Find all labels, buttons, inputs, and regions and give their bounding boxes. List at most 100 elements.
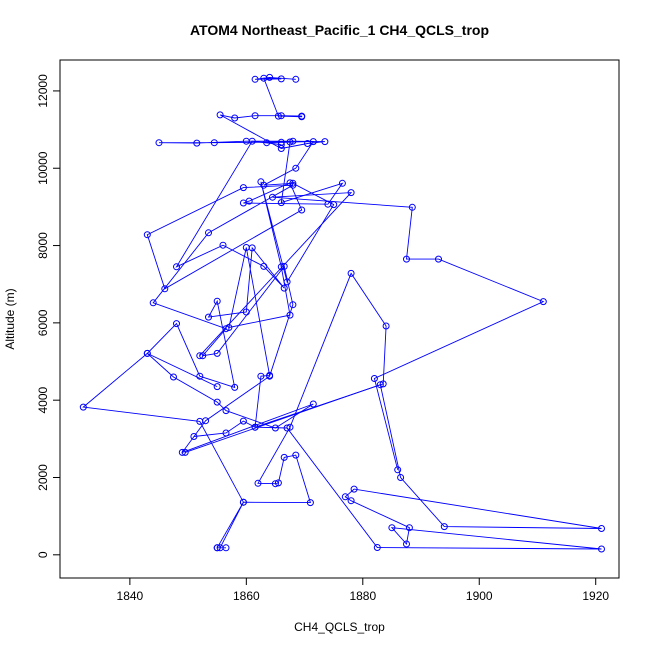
data-point (254, 479, 262, 487)
data-point (196, 417, 204, 425)
series-line-2 (146, 140, 387, 549)
data-point (205, 313, 212, 321)
x-tick-label: 1860 (233, 589, 260, 603)
data-point (248, 137, 256, 145)
data-point (280, 284, 288, 292)
data-point (280, 262, 288, 270)
data-point (289, 301, 297, 309)
data-point (173, 320, 180, 328)
data-point (248, 244, 256, 252)
data-point (251, 423, 259, 431)
plot-lines (82, 76, 602, 550)
data-point (373, 544, 381, 551)
data-point (260, 74, 268, 82)
series-line-1 (82, 76, 344, 549)
data-point (598, 525, 605, 532)
data-point (271, 480, 279, 488)
data-point (205, 229, 212, 237)
data-point (143, 231, 151, 239)
data-point (196, 372, 204, 380)
data-point (539, 298, 547, 306)
data-point (170, 373, 177, 381)
y-axis-label: Altitude (m) (3, 288, 17, 349)
data-point (178, 448, 186, 456)
data-point (239, 417, 247, 425)
data-point (298, 113, 306, 121)
data-point (239, 498, 247, 506)
data-point (277, 199, 285, 207)
data-point (292, 451, 300, 459)
data-point (283, 278, 291, 286)
data-point (347, 269, 355, 277)
data-point (376, 381, 384, 389)
data-point (210, 139, 218, 147)
data-point (298, 206, 306, 214)
data-point (277, 138, 285, 146)
chart-title: ATOM4 Northeast_Pacific_1 CH4_QCLS_trop (190, 22, 489, 38)
data-point (277, 141, 285, 149)
data-point (283, 424, 291, 432)
data-point (222, 544, 230, 552)
y-tick-label: 4000 (36, 387, 50, 414)
data-point (309, 138, 317, 146)
data-point (199, 352, 207, 360)
data-point (213, 297, 221, 305)
data-point (286, 138, 294, 146)
data-point (274, 479, 282, 487)
data-point (341, 493, 349, 501)
data-point (216, 544, 224, 552)
data-point (216, 111, 224, 119)
data-point (202, 417, 210, 425)
data-point (266, 73, 274, 81)
data-point (330, 201, 338, 209)
data-point (403, 255, 410, 263)
data-point (292, 75, 300, 83)
x-axis-label: CH4_QCLS_trop (294, 620, 385, 634)
x-tick-label: 1840 (117, 589, 144, 603)
y-axis: 0 2000 4000 6000 8000 10000 12000 (36, 74, 61, 558)
data-point (190, 433, 198, 440)
data-point (370, 375, 378, 382)
data-point (388, 524, 396, 532)
data-point (242, 244, 250, 251)
data-point (257, 372, 265, 380)
data-point (222, 429, 230, 437)
data-point (598, 545, 605, 553)
y-tick-label: 2000 (36, 464, 50, 491)
data-point (289, 179, 297, 187)
data-point (213, 398, 221, 406)
data-point (338, 179, 346, 187)
data-point (222, 407, 230, 415)
data-point (242, 137, 250, 145)
data-point (225, 324, 233, 331)
y-tick-label: 8000 (36, 232, 50, 259)
data-point (347, 497, 355, 505)
data-point (292, 164, 300, 172)
data-point (286, 423, 294, 431)
data-point (181, 448, 189, 456)
data-point (394, 466, 402, 474)
data-point (193, 139, 201, 147)
data-point (239, 199, 247, 207)
data-point (277, 263, 285, 271)
data-point (161, 285, 169, 293)
data-point (239, 184, 247, 192)
plot-points (79, 73, 605, 553)
data-point (266, 371, 274, 379)
data-point (231, 114, 239, 122)
data-point (397, 474, 405, 481)
y-tick-label: 0 (36, 551, 50, 558)
data-point (271, 424, 279, 432)
data-point (277, 75, 285, 83)
x-tick-label: 1900 (466, 589, 493, 603)
data-point (213, 349, 221, 357)
data-point (245, 197, 253, 205)
data-point (269, 193, 276, 201)
data-point (242, 308, 250, 316)
data-point (440, 523, 448, 531)
series-line-4 (199, 192, 545, 470)
data-point (219, 241, 227, 249)
data-point (251, 75, 259, 83)
